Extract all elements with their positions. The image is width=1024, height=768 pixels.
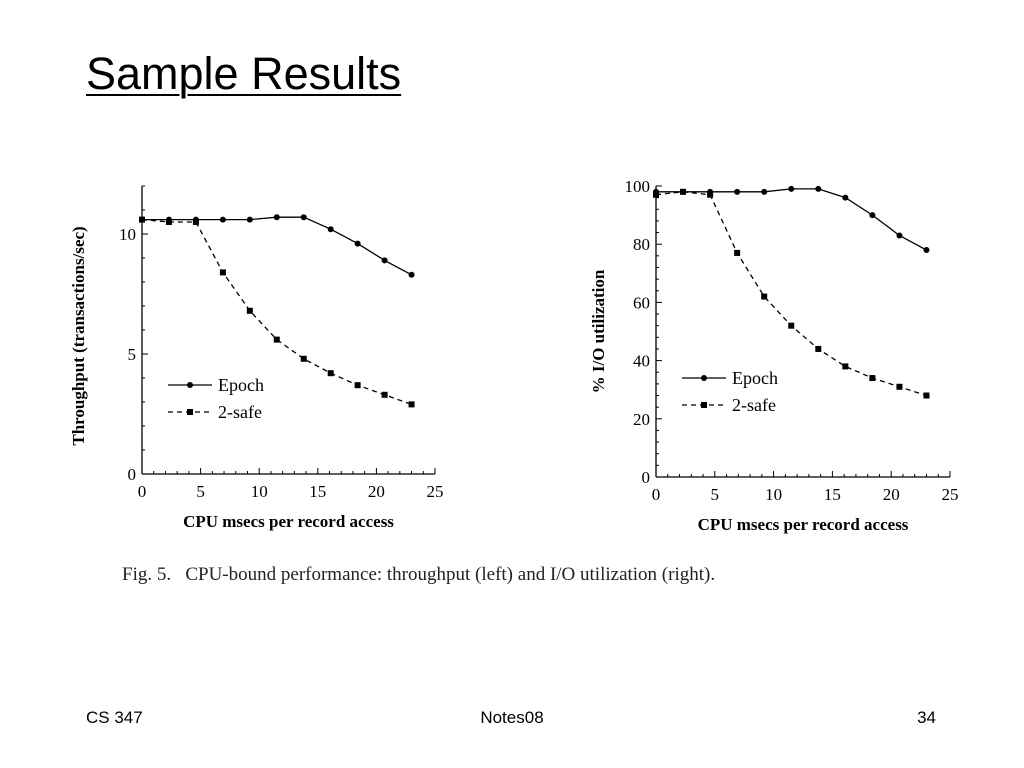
- data-point-2-safe: [761, 293, 768, 300]
- x-tick-label: 25: [942, 485, 959, 504]
- chart-1: 0 5 10 15 20 25 0 5 10 CPU msecs per record acces…: [69, 185, 444, 531]
- legend-marker: [187, 382, 193, 388]
- data-point-2-safe: [139, 216, 145, 223]
- data-point-epoch: [869, 212, 876, 219]
- legend-marker: [701, 375, 707, 381]
- y-axis-label: % I/O utilization: [589, 269, 608, 393]
- x-tick-label: 25: [427, 482, 444, 501]
- footer-course: CS 347: [86, 708, 143, 727]
- y-tick-label: 0: [128, 465, 137, 484]
- data-point-2-safe: [788, 322, 795, 329]
- data-point-2-safe: [246, 307, 253, 314]
- data-point-2-safe: [327, 370, 334, 377]
- y-tick-label: 80: [633, 235, 650, 254]
- data-point-2-safe: [707, 191, 714, 198]
- data-point-2-safe: [653, 191, 659, 198]
- data-point-epoch: [273, 214, 280, 221]
- data-point-2-safe: [734, 249, 741, 256]
- chart-2: 0 5 10 15 20 25 0 20 40 60 80 100 CPU msecs per reco…: [589, 177, 959, 534]
- data-point-epoch: [923, 247, 930, 254]
- data-point-epoch: [354, 240, 361, 247]
- y-tick-label: 10: [119, 225, 136, 244]
- x-tick-label: 20: [368, 482, 385, 501]
- x-tick-label: 5: [196, 482, 205, 501]
- data-point-2-safe: [408, 401, 415, 408]
- footer-notes: Notes08: [480, 708, 544, 727]
- y-tick-label: 0: [642, 468, 651, 487]
- data-point-epoch: [327, 226, 334, 233]
- data-point-epoch: [761, 188, 768, 195]
- legend-label-epoch: Epoch: [218, 375, 264, 395]
- x-tick-label: 20: [883, 485, 900, 504]
- data-point-2-safe: [192, 219, 199, 225]
- data-point-epoch: [896, 232, 903, 239]
- legend-label-2-safe: 2-safe: [732, 395, 776, 415]
- y-tick-label: 5: [128, 345, 137, 364]
- data-point-2-safe: [680, 188, 687, 195]
- x-axis-label: CPU msecs per record access: [698, 515, 909, 534]
- data-point-epoch: [381, 257, 388, 264]
- data-point-2-safe: [896, 383, 903, 390]
- x-tick-label: 0: [138, 482, 147, 501]
- x-tick-label: 15: [824, 485, 841, 504]
- data-point-epoch: [246, 216, 253, 223]
- data-point-2-safe: [869, 375, 876, 382]
- data-point-epoch: [788, 185, 795, 192]
- data-point-epoch: [734, 188, 741, 195]
- series-line-2-safe: [141, 218, 412, 406]
- x-tick-label: 10: [251, 482, 268, 501]
- legend-marker: [187, 409, 193, 415]
- x-tick-label: 5: [711, 485, 720, 504]
- x-tick-label: 10: [765, 485, 782, 504]
- data-point-2-safe: [381, 391, 388, 398]
- data-point-epoch: [815, 185, 822, 192]
- data-point-2-safe: [219, 269, 226, 276]
- data-point-2-safe: [815, 345, 822, 352]
- series-line-epoch: [142, 216, 412, 276]
- legend-label-2-safe: 2-safe: [218, 402, 262, 422]
- slide-title: Sample Results: [86, 48, 402, 99]
- data-point-2-safe: [842, 363, 849, 370]
- data-point-2-safe: [354, 382, 361, 389]
- legend-marker: [701, 402, 707, 408]
- data-point-2-safe: [165, 219, 172, 225]
- y-axis-label: Throughput (transactions/sec): [69, 226, 88, 445]
- y-tick-label: 40: [633, 352, 650, 371]
- x-tick-label: 0: [652, 485, 661, 504]
- x-axis-label: CPU msecs per record access: [183, 512, 394, 531]
- data-point-2-safe: [923, 392, 930, 399]
- data-point-epoch: [842, 194, 849, 201]
- legend-label-epoch: Epoch: [732, 368, 778, 388]
- figure-caption: Fig. 5. CPU-bound performance: throughpu…: [122, 564, 715, 585]
- data-point-2-safe: [300, 355, 307, 362]
- y-tick-label: 60: [633, 293, 650, 312]
- data-point-epoch: [219, 216, 226, 223]
- data-point-2-safe: [273, 336, 280, 343]
- y-tick-label: 20: [633, 410, 650, 429]
- data-point-epoch: [408, 271, 415, 278]
- footer-page-number: 34: [917, 708, 936, 727]
- series-line-2-safe: [655, 191, 927, 397]
- series-line-epoch: [656, 188, 927, 251]
- data-point-epoch: [300, 214, 307, 221]
- x-tick-label: 15: [309, 482, 326, 501]
- y-tick-label: 100: [625, 177, 651, 196]
